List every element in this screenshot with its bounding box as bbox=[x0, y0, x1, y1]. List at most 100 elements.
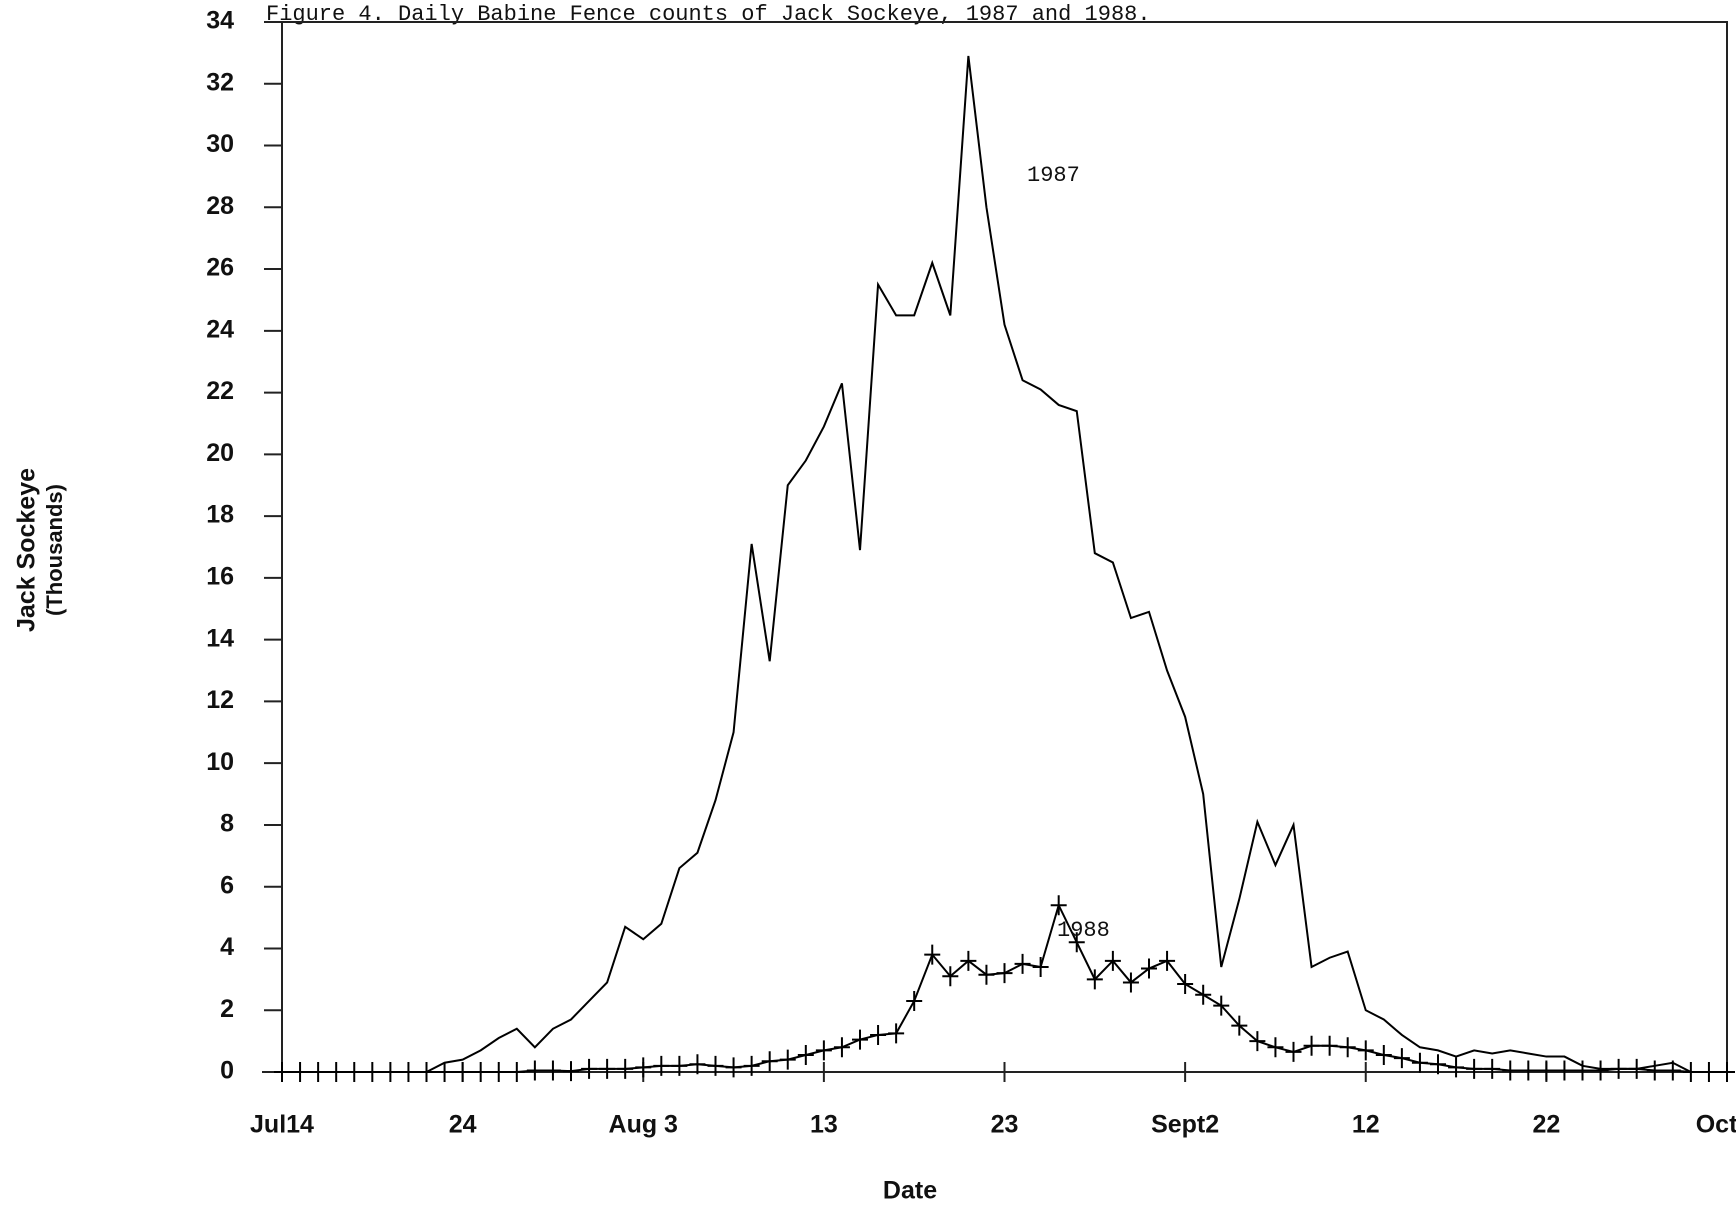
y-tick-label: 26 bbox=[206, 254, 234, 282]
chart-title: Figure 4. Daily Babine Fence counts of J… bbox=[266, 2, 1151, 27]
point-marker bbox=[617, 1058, 634, 1079]
y-tick-label: 18 bbox=[206, 501, 234, 529]
y-tick-label: 24 bbox=[206, 315, 234, 343]
x-tick-label: Oct 2 bbox=[1696, 1111, 1736, 1139]
point-marker bbox=[1014, 953, 1031, 974]
point-marker bbox=[1050, 895, 1067, 916]
point-marker bbox=[1719, 1062, 1735, 1082]
point-marker bbox=[1321, 1035, 1338, 1056]
point-marker bbox=[1213, 995, 1230, 1016]
point-marker bbox=[490, 1062, 507, 1082]
series-label: 1987 bbox=[1027, 163, 1080, 188]
point-marker bbox=[978, 964, 995, 985]
point-marker bbox=[382, 1062, 399, 1082]
plot-frame bbox=[281, 21, 1728, 1073]
x-tick-label: 24 bbox=[449, 1111, 477, 1139]
point-marker bbox=[1285, 1041, 1302, 1062]
x-tick-label: Jul14 bbox=[250, 1111, 314, 1139]
series-line bbox=[282, 902, 1727, 1073]
point-marker bbox=[1411, 1052, 1428, 1073]
point-marker bbox=[1122, 972, 1139, 993]
point-marker bbox=[1592, 1060, 1609, 1081]
point-marker bbox=[761, 1051, 778, 1072]
y-tick-label: 30 bbox=[206, 130, 234, 158]
point-marker bbox=[1141, 958, 1157, 979]
point-marker bbox=[508, 1062, 525, 1082]
point-marker bbox=[526, 1060, 543, 1081]
point-marker bbox=[346, 1062, 363, 1082]
point-marker bbox=[364, 1062, 381, 1082]
y-tick-label: 12 bbox=[206, 686, 234, 714]
point-marker bbox=[400, 1062, 417, 1082]
point-marker bbox=[942, 966, 959, 987]
point-marker bbox=[852, 1029, 868, 1050]
point-marker bbox=[1574, 1060, 1591, 1081]
point-marker bbox=[653, 1055, 670, 1076]
point-marker bbox=[1556, 1060, 1573, 1081]
x-tick-label: 23 bbox=[991, 1111, 1019, 1139]
point-marker bbox=[310, 1062, 327, 1082]
point-marker bbox=[888, 1023, 905, 1044]
y-tick-label: 4 bbox=[220, 933, 234, 961]
point-marker bbox=[1646, 1060, 1663, 1081]
point-marker bbox=[1303, 1035, 1320, 1056]
y-tick-label: 34 bbox=[206, 7, 234, 35]
y-tick-label: 32 bbox=[206, 68, 234, 96]
point-marker bbox=[1484, 1058, 1501, 1079]
point-marker bbox=[707, 1055, 724, 1076]
series-label: 1988 bbox=[1057, 918, 1110, 943]
point-marker bbox=[1520, 1060, 1537, 1081]
point-marker bbox=[1610, 1058, 1627, 1079]
point-marker bbox=[436, 1062, 453, 1082]
point-marker bbox=[779, 1049, 796, 1070]
point-marker bbox=[996, 963, 1013, 984]
point-marker bbox=[1700, 1062, 1717, 1082]
point-marker bbox=[599, 1058, 616, 1079]
point-marker bbox=[563, 1061, 579, 1082]
point-marker bbox=[1375, 1045, 1392, 1066]
point-marker bbox=[1628, 1058, 1645, 1079]
point-marker bbox=[328, 1062, 345, 1082]
point-marker bbox=[833, 1037, 850, 1058]
point-marker bbox=[1339, 1037, 1356, 1058]
y-tick-label: 6 bbox=[220, 871, 234, 899]
point-marker bbox=[815, 1040, 832, 1061]
y-tick-label: 14 bbox=[206, 624, 234, 652]
point-marker bbox=[635, 1057, 652, 1078]
point-marker bbox=[1104, 950, 1121, 971]
point-marker bbox=[454, 1062, 471, 1082]
series-line bbox=[282, 55, 1727, 1073]
point-marker bbox=[1664, 1060, 1681, 1081]
y-tick-label: 20 bbox=[206, 439, 234, 467]
point-marker bbox=[1538, 1060, 1555, 1081]
point-marker bbox=[797, 1045, 814, 1066]
point-marker bbox=[906, 990, 923, 1011]
point-marker bbox=[1393, 1048, 1410, 1069]
point-marker bbox=[924, 944, 941, 965]
point-marker bbox=[1159, 950, 1176, 971]
x-axis-label: Date bbox=[883, 1177, 937, 1205]
point-marker bbox=[1231, 1015, 1248, 1036]
point-marker bbox=[1682, 1062, 1699, 1082]
y-tick-label: 2 bbox=[220, 995, 234, 1023]
point-marker bbox=[1502, 1060, 1519, 1081]
x-tick-label: 12 bbox=[1352, 1111, 1380, 1139]
point-marker bbox=[1357, 1040, 1374, 1061]
y-tick-label: 16 bbox=[206, 562, 234, 590]
point-marker bbox=[1466, 1058, 1483, 1079]
x-tick-label: Aug 3 bbox=[609, 1111, 678, 1139]
point-marker bbox=[689, 1054, 706, 1075]
point-marker bbox=[1086, 969, 1103, 990]
point-marker bbox=[1448, 1057, 1465, 1078]
point-marker bbox=[743, 1055, 760, 1076]
y-axis-label: (Thousands) bbox=[42, 484, 67, 616]
point-marker bbox=[1267, 1037, 1284, 1058]
y-tick-label: 22 bbox=[206, 377, 234, 405]
point-marker bbox=[472, 1062, 489, 1082]
point-marker bbox=[671, 1055, 688, 1076]
y-tick-label: 28 bbox=[206, 192, 234, 220]
point-marker bbox=[544, 1060, 561, 1081]
point-marker bbox=[274, 1062, 290, 1082]
x-tick-label: Sept2 bbox=[1151, 1111, 1219, 1139]
